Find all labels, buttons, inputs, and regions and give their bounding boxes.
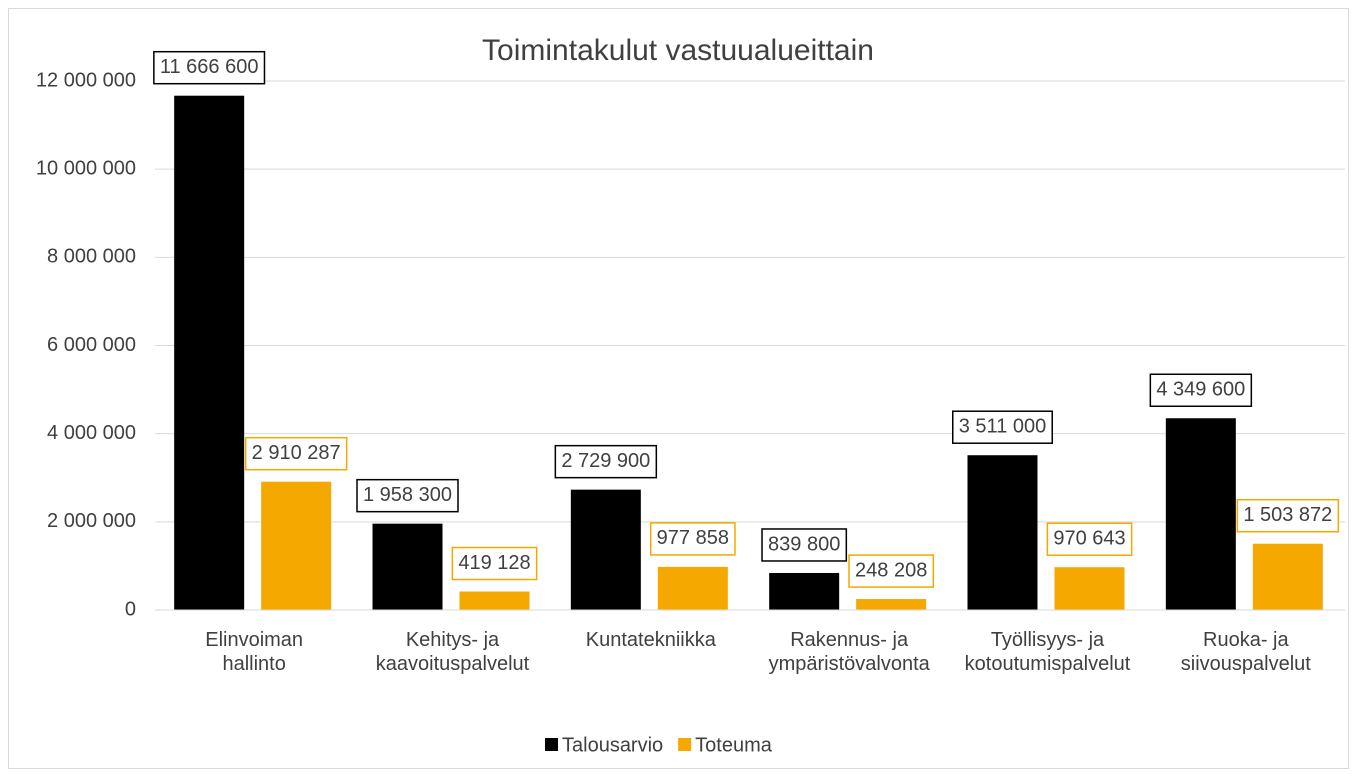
data-label-text: 11 666 600 [160,56,259,78]
bar [856,599,927,610]
data-label-text: 1 503 872 [1243,504,1332,526]
label-box [1149,373,1253,408]
label-box [554,444,658,479]
data-label: 1 503 872 [1236,498,1340,533]
x-tick-label: Työllisyys- ja kotoutumispalvelut [964,629,1131,675]
legend-swatch [545,738,558,751]
legend-label: Talousarvio [562,734,663,756]
data-label-text: 419 128 [458,552,530,574]
bar [174,95,245,610]
data-label-text: 248 208 [855,559,927,581]
data-label-text: 2 729 900 [561,450,650,472]
data-label: 248 208 [848,554,935,588]
bar [372,523,443,610]
label-box [153,50,266,85]
data-label-text: 2 910 287 [252,442,341,464]
label-box [1236,498,1340,533]
bar [1165,418,1236,610]
data-label: 839 800 [761,528,848,562]
label-box [848,554,935,588]
y-tick-label: 0 [125,598,136,620]
data-label-text: 970 643 [1053,527,1125,549]
label-box [761,528,848,562]
data-label: 3 511 000 [952,410,1053,444]
label-box [451,546,538,581]
bar [459,591,530,610]
data-label: 970 643 [1046,522,1133,556]
bar [769,572,840,610]
y-tick-label: 6 000 000 [47,334,136,356]
data-label: 2 910 287 [244,436,348,471]
x-tick-label: Kuntatekniikka [585,629,716,651]
data-label: 2 729 900 [554,444,658,479]
label-box [952,410,1053,444]
label-box [649,522,736,556]
data-label-text: 1 958 300 [363,484,452,506]
data-label-text: 839 800 [768,533,840,555]
x-tick-label: Rakennus- ja ympäristövalvonta [768,629,930,675]
bar [657,566,728,610]
data-label: 977 858 [649,522,736,556]
y-tick-label: 8 000 000 [47,246,136,268]
x-tick-label: Kehitys- ja kaavoituspalvelut [375,629,530,675]
bar [261,481,332,610]
data-label: 1 958 300 [356,478,459,513]
bar [1252,543,1323,610]
data-label: 11 666 600 [153,50,266,85]
x-tick-label: Elinvoiman hallinto [205,629,304,675]
label-box [244,436,348,471]
bar [1054,567,1125,610]
x-tick-label: Ruoka- ja siivouspalvelut [1180,629,1311,675]
data-label-text: 977 858 [657,527,729,549]
data-label: 419 128 [451,546,538,581]
data-label-text: 3 511 000 [959,416,1047,438]
y-tick-label: 10 000 000 [36,157,136,179]
y-tick-label: 12 000 000 [36,69,136,91]
legend-label: Toteuma [695,734,773,756]
legend-swatch [678,738,692,751]
label-box [356,478,459,513]
bar [570,489,641,610]
data-label: 4 349 600 [1149,373,1253,408]
data-label-text: 4 349 600 [1156,379,1245,401]
y-tick-label: 4 000 000 [47,422,136,444]
label-box [1046,522,1133,556]
chart-title: Toimintakulut vastuualueittain [482,34,874,67]
y-tick-label: 2 000 000 [47,510,136,532]
bar [967,455,1038,610]
